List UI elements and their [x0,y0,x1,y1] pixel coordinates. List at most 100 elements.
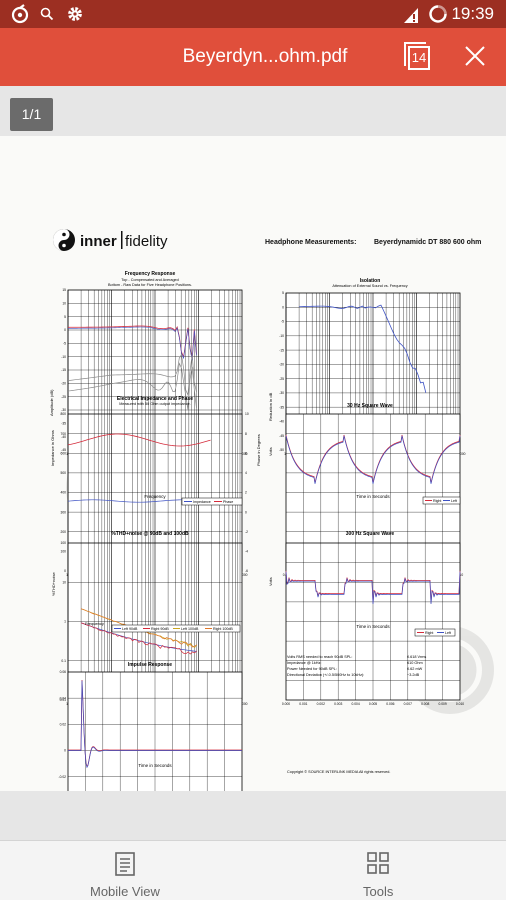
legend-box [422,496,461,505]
chart-title: %THD+noise @ 90dB and 100dB [111,531,189,537]
pdf-page[interactable]: inner fidelity Headphone Measurements: B… [0,136,506,791]
tick-label: 0.003 [334,702,342,706]
tick-label: -5 [281,320,284,324]
settings-icon [68,7,82,21]
close-icon[interactable] [464,45,486,67]
stat-label: Volts RMS needed to reach 90dB SPL: [287,655,352,659]
tick-label: 0.002 [317,702,325,706]
series-line [80,622,197,655]
tick-label: 15 [62,288,66,292]
tick-label: -35 [61,422,66,426]
tick-label: -30 [61,408,66,412]
legend-box [414,628,456,637]
series-line [68,680,242,769]
tick-label: -40 [279,420,284,424]
bottom-toolbar: Mobile View Tools [0,840,506,900]
legend-item: Left [445,631,451,635]
tick-label: 0 [282,305,284,309]
series-line [67,433,211,447]
legend-item: Left 90dB [122,627,138,631]
status-bar: 19:39 [0,0,506,28]
axis-label: Time in Seconds [356,624,390,629]
tick-label: 0.04 [60,696,67,700]
tick-label: 0.06 [60,670,67,674]
mobile-view-label: Mobile View [90,884,160,899]
tick-label: 0.006 [386,702,394,706]
tools-button[interactable]: Tools [363,851,393,899]
page-thumbnails-button[interactable]: 14 [404,42,430,70]
legend-item: Right 100dB [213,627,233,631]
tick-label: 100 [60,550,66,554]
document-icon [115,852,135,876]
tick-label: -4 [245,550,248,554]
tick-label: 800 [60,412,66,416]
header-model: Beyerdynamidc DT 880 600 ohm [374,239,481,246]
tick-label: -50 [279,448,284,452]
legend-item: Left [451,499,457,503]
tick-label: -6 [245,569,248,573]
tick-label: -15 [279,348,284,352]
tick-label: -20 [61,382,66,386]
axis-label: Amplitude (dB) [49,389,54,416]
document-title: Beyerdyn...ohm.pdf [182,46,348,67]
tick-label: 0 [64,569,66,573]
legend-box [181,497,243,506]
tick-label: 10 [62,302,66,306]
square-300hz-chart: 300 Hz Square Wave 0.000 0.001 0.002 0.003 0… [268,531,464,706]
tick-label: 500 [60,471,66,475]
copyright-text: Copyright © SOURCE INTERLINK MEDIA All r… [287,770,390,774]
tick-label: 100 [60,541,66,545]
tick-label: -20 [279,363,284,367]
tools-label: Tools [363,884,394,899]
mobile-view-button[interactable]: Mobile View [90,851,160,899]
stat-value: 0.618 Vrms [407,655,426,659]
tick-label: 0.008 [421,702,429,706]
search-icon [40,7,54,21]
chart-title: Impulse Response [128,662,172,668]
chart-title: Electrical Impedance and Phase [117,396,193,402]
axis-label: Impedance in Ohms [50,430,55,466]
legend-item: Right 90dB [151,627,169,631]
chart-title: 30 Hz Square Wave [347,403,393,409]
axis-label: Time in Seconds [138,763,172,768]
tick-label: 400 [60,491,66,495]
tick-label: 300 [60,510,66,514]
tick-label: 0.1 [61,659,66,663]
stat-value: 0.62 mW [407,667,423,671]
legend-item: Phase [223,500,233,504]
tick-label: 1 [64,620,66,624]
tick-label: 0.004 [351,702,359,706]
tick-label: -0.02 [58,775,66,779]
axis-label: %THD+noise [51,572,56,596]
axis-label: Volts [268,577,273,586]
tick-label: -15 [61,368,66,372]
series-line [67,353,197,397]
tick-label: 2 [245,491,247,495]
legend-item: Left 100dB [181,627,199,631]
page-indicator: 1/1 [10,98,53,131]
tick-label: 6 [245,451,247,455]
tick-label: 5 [282,291,284,295]
grid-icon [367,852,389,874]
stat-label: Directional Deviation (+/-0.5/500Hz to 1… [287,673,364,677]
axis-label: Frequency [144,494,166,499]
stat-value: 610 Ohm [407,661,423,665]
tick-label: 200 [60,530,66,534]
axis-label: Frequency [85,621,104,626]
tick-label: 10 [62,580,66,584]
pages-stack-icon [404,42,426,66]
stat-label: Impedance @ 1kHz: [287,661,321,665]
tick-label: 0.007 [404,702,412,706]
tick-label: 700 [60,432,66,436]
logo-fidelity-text: fidelity [125,233,168,250]
measurement-stats: Volts RMS needed to reach 90dB SPL: Impe… [287,655,426,774]
tick-label: 600 [60,451,66,455]
tick-label: -25 [279,377,284,381]
tick-label: -5 [63,342,66,346]
innerfidelity-logo: inner fidelity [53,229,168,251]
pdf-viewer[interactable]: 1/1 inner fidelity Headphon [0,86,506,840]
tick-label: 0.000 [282,702,290,706]
chart-subtitle: Top - Compensated and Averaged [121,278,179,282]
series-line [285,435,461,484]
series-line [67,325,197,360]
